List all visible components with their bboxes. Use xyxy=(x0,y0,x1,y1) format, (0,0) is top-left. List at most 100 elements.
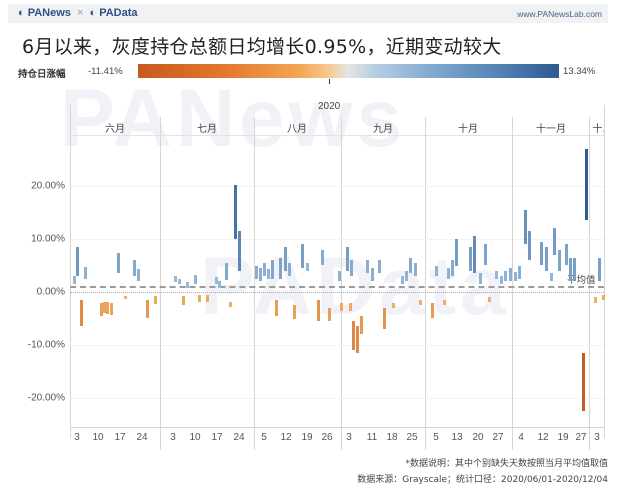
x-tick-label: 17 xyxy=(114,432,126,443)
brand-panews: PANews xyxy=(27,7,71,19)
y-tick-neg20: -20.00% xyxy=(27,392,65,404)
average-label: 平均值 xyxy=(567,275,596,286)
data-bar xyxy=(301,244,304,269)
data-bar xyxy=(293,305,296,319)
data-bar xyxy=(338,270,341,282)
data-bar xyxy=(206,295,209,302)
data-bar xyxy=(431,302,434,319)
data-bar xyxy=(528,231,531,261)
data-bar xyxy=(469,246,472,271)
header-bar xyxy=(8,4,608,23)
data-bar xyxy=(80,299,83,327)
x-tick-label: 26 xyxy=(321,432,333,443)
data-bar xyxy=(259,268,262,282)
data-bar xyxy=(495,270,498,279)
data-bar xyxy=(414,262,417,277)
data-bar xyxy=(518,265,521,279)
x-tick-label: 20 xyxy=(472,432,484,443)
month-label-jun: 六月 xyxy=(105,124,125,135)
axis-left-line xyxy=(70,105,71,438)
data-note: *数据说明：其中个别缺失天数按照当月平均值取值 xyxy=(405,459,608,469)
data-bar xyxy=(405,270,408,282)
y-tick-neg10: -10.00% xyxy=(27,339,65,351)
data-bar xyxy=(558,249,561,271)
month-label-dec: 十. xyxy=(592,124,606,135)
panews-logo-icon: ◐ xyxy=(18,7,25,19)
data-bar xyxy=(174,276,177,283)
x-tick-label: 25 xyxy=(406,432,418,443)
data-bar xyxy=(488,297,491,302)
chart-title: 6月以来，灰度持仓总额日均增长0.95%，近期变动较大 xyxy=(22,36,502,58)
data-bar xyxy=(288,262,291,277)
data-bar xyxy=(594,297,597,303)
data-bar xyxy=(225,262,228,281)
watermark-panews: PANews xyxy=(60,73,407,164)
data-bar xyxy=(215,277,218,285)
site-url[interactable]: www.PANewsLab.com xyxy=(517,9,602,19)
data-bar xyxy=(504,270,507,282)
data-bar xyxy=(356,326,359,353)
data-bar xyxy=(473,236,476,274)
data-bar xyxy=(328,307,331,322)
color-legend-gradient xyxy=(138,64,559,78)
data-bar xyxy=(103,301,106,314)
month-header-divider xyxy=(70,135,604,136)
legend-label: 持仓日涨幅 xyxy=(18,69,66,80)
y-tick-10: 10.00% xyxy=(31,233,65,245)
x-tick-label: 3 xyxy=(346,432,352,443)
data-bar xyxy=(76,246,79,277)
gridline-10 xyxy=(70,239,604,240)
data-bar xyxy=(455,239,458,266)
month-label-aug: 八月 xyxy=(287,124,307,135)
x-axis-line xyxy=(70,427,604,428)
x-tick-label: 17 xyxy=(211,432,223,443)
month-divider xyxy=(341,117,342,450)
data-bar xyxy=(133,260,136,277)
data-bar xyxy=(484,244,487,266)
data-bar xyxy=(383,307,386,330)
data-bar xyxy=(154,296,157,304)
data-bar xyxy=(545,246,548,271)
data-bar xyxy=(435,265,438,277)
gridline-neg10 xyxy=(70,345,604,346)
data-bar xyxy=(279,257,282,279)
x-tick-label: 4 xyxy=(518,432,524,443)
data-bar xyxy=(514,271,517,282)
month-divider xyxy=(254,117,255,450)
data-bar xyxy=(218,281,221,288)
x-tick-label: 5 xyxy=(433,432,439,443)
data-bar xyxy=(553,228,556,255)
data-bar xyxy=(234,184,237,239)
month-divider xyxy=(589,117,590,450)
month-divider xyxy=(160,117,161,450)
legend-zero-tick xyxy=(329,79,330,84)
data-bar xyxy=(124,296,127,299)
data-bar xyxy=(194,275,197,285)
month-label-jul: 七月 xyxy=(197,124,217,135)
brand-padata: PAData xyxy=(99,7,138,19)
data-bar xyxy=(349,302,352,311)
data-bar xyxy=(582,352,585,412)
data-bar xyxy=(106,302,109,315)
data-bar xyxy=(509,268,512,282)
data-bar xyxy=(500,276,503,285)
y-tick-0: 0.00% xyxy=(36,286,65,298)
data-bar xyxy=(401,276,404,285)
data-bar xyxy=(352,321,355,351)
gridline-neg20 xyxy=(70,398,604,399)
x-tick-label: 13 xyxy=(451,432,463,443)
x-tick-label: 3 xyxy=(74,432,80,443)
brand-logo: ◐ PANews × ◐ PAData xyxy=(18,7,138,19)
data-bar xyxy=(569,257,572,282)
data-bar xyxy=(267,269,270,279)
data-bar xyxy=(255,265,258,279)
average-line xyxy=(70,286,604,288)
data-bar xyxy=(451,260,454,277)
y-tick-20: 20.00% xyxy=(31,180,65,192)
data-bar xyxy=(378,260,381,274)
brand-separator: × xyxy=(76,7,84,19)
axis-right-line xyxy=(604,105,605,438)
x-tick-label: 12 xyxy=(280,432,292,443)
data-source: 数据来源：Grayscale；统计口径：2020/06/01-2020/12/0… xyxy=(357,475,608,485)
